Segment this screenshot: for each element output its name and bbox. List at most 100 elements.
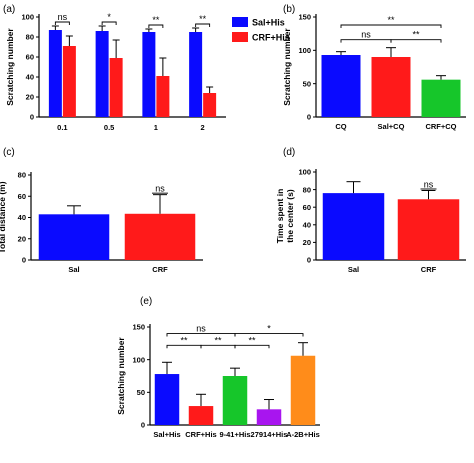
bar — [222, 376, 248, 425]
panel-label: (d) — [283, 147, 295, 158]
significance-label: ** — [199, 14, 207, 24]
x-tick-label: CRF+CQ — [425, 122, 456, 131]
bar — [48, 30, 62, 117]
panel-label: (a) — [3, 4, 15, 15]
panel-label: (c) — [3, 147, 15, 158]
bar — [256, 409, 282, 425]
y-axis-label: Total distance (m) — [0, 181, 7, 253]
y-tick-label: 0 — [307, 113, 311, 122]
y-tick-label: 100 — [298, 46, 311, 55]
significance-label: * — [267, 324, 271, 334]
significance-bracket — [234, 344, 270, 349]
x-tick-label: Sal — [348, 265, 359, 274]
bar — [188, 406, 214, 425]
bar — [38, 214, 110, 260]
x-tick-label: CRF — [152, 265, 168, 274]
x-tick-label: CRF+His — [185, 430, 216, 439]
y-tick-label: 0 — [22, 256, 26, 265]
x-tick-label: Sal+CQ — [378, 122, 405, 131]
chart-panel-b: 0 50 100 150(b) Scratching number CQ Sal+CQ CRF… — [282, 4, 466, 131]
x-tick-label: 2 — [201, 123, 205, 132]
y-axis-label: the center (s) — [285, 189, 295, 243]
bar — [371, 57, 411, 117]
y-tick-label: 50 — [137, 388, 145, 397]
x-tick-label: A-2B+His — [286, 430, 320, 439]
y-axis-label: Scratching number — [282, 28, 292, 106]
y-tick-label: 150 — [298, 13, 311, 22]
y-tick-label: 60 — [26, 53, 34, 62]
significance-label: ** — [412, 30, 420, 40]
bar — [189, 32, 203, 117]
bar — [321, 55, 361, 117]
bar — [124, 213, 196, 260]
y-axis-label: Scratching number — [116, 337, 126, 415]
significance-label: * — [107, 12, 111, 22]
y-tick-label: 80 — [26, 33, 34, 42]
y-tick-label: 20 — [18, 234, 26, 243]
x-tick-label: 0.1 — [57, 123, 67, 132]
y-tick-label: 80 — [18, 171, 26, 180]
significance-bracket — [166, 344, 202, 349]
y-tick-label: 60 — [18, 192, 26, 201]
y-axis-label: Time spent in — [275, 189, 285, 244]
significance-label: ** — [248, 335, 256, 345]
bar — [95, 31, 109, 117]
significance-label: ** — [152, 15, 160, 25]
bar — [290, 355, 316, 425]
significance-label: ns — [361, 30, 371, 40]
significance-label: ns — [58, 12, 68, 22]
significance-bracket — [195, 23, 211, 27]
x-tick-label: CRF — [421, 265, 437, 274]
chart-panel-a: 0 20 40 60 80 100 (a) Scratching number 0.1 ns 0.5… — [3, 4, 290, 132]
significance-bracket — [234, 333, 304, 337]
bar — [142, 32, 156, 117]
bar — [322, 193, 385, 260]
y-tick-label: 0 — [307, 256, 311, 265]
significance-bracket — [148, 24, 164, 28]
y-tick-label: 100 — [21, 13, 34, 22]
significance-label: ** — [180, 335, 188, 345]
significance-bracket — [390, 39, 442, 43]
significance-label: ** — [214, 335, 222, 345]
y-tick-label: 20 — [26, 93, 34, 102]
bar — [421, 79, 461, 117]
chart-panel-c: 0 20 40 60 80 (c) Total distance (m) Sal CRF ns — [0, 147, 203, 274]
y-tick-label: 0 — [141, 421, 145, 430]
x-tick-label: 0.5 — [104, 123, 114, 132]
bar — [62, 46, 76, 117]
y-tick-label: 100 — [132, 355, 145, 364]
x-tick-label: Sal+His — [153, 430, 180, 439]
x-tick-label: 27914+His — [251, 430, 288, 439]
y-tick-label: 100 — [298, 168, 311, 177]
x-tick-label: 9-41+His — [219, 430, 250, 439]
significance-bracket — [54, 21, 70, 25]
legend-swatch — [232, 32, 248, 42]
y-tick-label: 50 — [303, 79, 311, 88]
legend-swatch — [232, 17, 248, 27]
legend-label: CRF+His — [252, 33, 290, 43]
x-tick-label: Sal — [68, 265, 79, 274]
chart-panel-d: 0 20 40 60 80 100 (d) Time spent in the center (… — [275, 147, 466, 274]
panel-label: (e) — [140, 296, 152, 307]
significance-label: ns — [155, 184, 165, 194]
chart-panel-e: 0 50 100 150 (e) Scratching number Sal+His CRF+… — [116, 296, 320, 439]
bar — [156, 76, 170, 117]
significance-bracket — [200, 344, 236, 349]
significance-bracket — [340, 24, 442, 28]
y-tick-label: 80 — [303, 185, 311, 194]
significance-bracket — [340, 39, 392, 43]
bar — [109, 58, 123, 117]
panel-label: (b) — [283, 4, 295, 15]
bar — [203, 93, 217, 117]
x-tick-label: CQ — [335, 122, 346, 131]
significance-label: ns — [196, 324, 206, 334]
y-axis-label: Scratching number — [5, 28, 15, 106]
x-tick-label: 1 — [154, 123, 158, 132]
significance-label: ** — [387, 15, 395, 25]
y-tick-label: 0 — [30, 113, 34, 122]
significance-bracket — [166, 333, 236, 337]
y-tick-label: 40 — [303, 221, 311, 230]
y-tick-label: 40 — [26, 73, 34, 82]
y-tick-label: 150 — [132, 323, 145, 332]
